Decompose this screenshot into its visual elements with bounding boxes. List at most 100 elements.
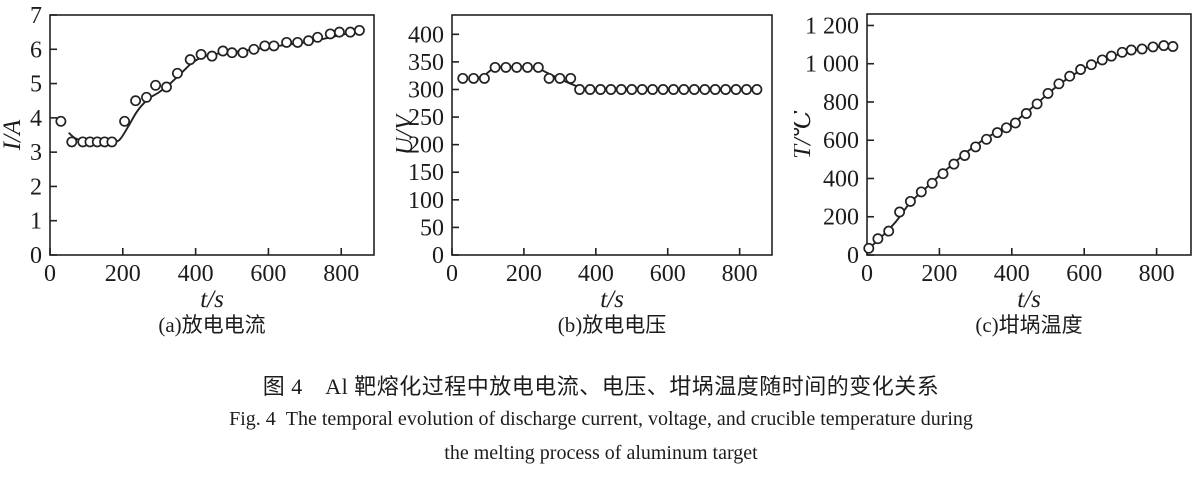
y-tick-label: 0 xyxy=(847,243,859,269)
data-point xyxy=(195,48,207,60)
data-point xyxy=(206,50,218,62)
x-tick-label: 200 xyxy=(506,261,542,287)
data-point xyxy=(292,36,304,48)
data-point xyxy=(106,136,118,148)
y-tick-label: 200 xyxy=(408,133,444,159)
data-point xyxy=(511,61,523,73)
x-tick-label: 400 xyxy=(578,261,614,287)
data-point xyxy=(584,84,596,95)
data-point xyxy=(150,79,162,91)
data-point xyxy=(1031,98,1043,110)
x-tick-label: 800 xyxy=(1139,261,1175,287)
data-point xyxy=(248,43,260,55)
data-point xyxy=(894,206,906,218)
data-point xyxy=(872,233,884,245)
data-point xyxy=(565,72,577,84)
y-tick-label: 150 xyxy=(408,160,444,186)
data-point xyxy=(55,115,67,127)
data-point xyxy=(605,84,617,95)
y-tick-label: 1 000 xyxy=(805,52,859,78)
data-point xyxy=(915,186,927,198)
y-tick-label: 6 xyxy=(30,37,42,63)
y-tick-label: 2 xyxy=(30,174,42,200)
data-point xyxy=(119,115,131,127)
data-point xyxy=(1105,50,1117,62)
x-tick-label: 400 xyxy=(178,261,214,287)
data-point xyxy=(141,91,152,103)
caption-english-line2: the melting process of aluminum target xyxy=(444,442,758,464)
data-point xyxy=(226,47,238,59)
caption-chinese: 图 4 Al 靶熔化过程中放电电流、电压、坩埚温度随时间的变化关系 xyxy=(262,374,940,399)
data-point xyxy=(688,84,700,95)
data-point xyxy=(468,72,480,84)
figure-caption: 图 4 Al 靶熔化过程中放电电流、电压、坩埚温度随时间的变化关系 Fig. 4… xyxy=(0,371,1202,470)
data-point xyxy=(863,242,875,254)
data-point xyxy=(457,72,469,84)
y-tick-label: 600 xyxy=(823,128,859,154)
data-point xyxy=(741,84,752,95)
data-point xyxy=(130,95,142,107)
data-point xyxy=(500,61,512,73)
y-tick-label: 200 xyxy=(823,205,859,231)
data-point xyxy=(1075,64,1087,75)
data-point xyxy=(303,35,314,47)
data-point xyxy=(281,36,293,48)
data-point xyxy=(353,24,365,36)
fit-line xyxy=(866,44,1174,252)
y-tick-label: 50 xyxy=(420,215,444,241)
data-point xyxy=(543,72,555,84)
y-axis-label: T/℃ xyxy=(794,110,816,159)
data-point xyxy=(1009,117,1021,129)
y-tick-label: 400 xyxy=(408,22,444,48)
fit-line xyxy=(68,30,361,143)
chart-sublabel: (b)放电电压 xyxy=(558,313,667,337)
x-tick-label: 200 xyxy=(921,261,957,287)
y-tick-label: 100 xyxy=(408,188,444,214)
x-tick-label: 600 xyxy=(250,261,286,287)
data-point xyxy=(959,150,971,161)
plot-box xyxy=(49,14,375,256)
data-point xyxy=(904,195,916,207)
data-point xyxy=(171,67,183,79)
data-point xyxy=(1147,41,1159,53)
data-point xyxy=(981,133,992,145)
data-point xyxy=(1125,44,1137,56)
data-point xyxy=(217,45,229,57)
x-tick-label: 600 xyxy=(650,261,686,287)
data-point xyxy=(1053,78,1065,90)
data-point xyxy=(554,72,566,84)
data-point xyxy=(259,40,271,52)
data-point xyxy=(730,84,742,95)
data-point xyxy=(312,31,324,43)
data-point xyxy=(184,54,196,66)
y-tick-label: 300 xyxy=(408,77,444,103)
data-point xyxy=(720,84,732,95)
data-point xyxy=(237,47,249,59)
data-point xyxy=(626,84,638,95)
data-point xyxy=(948,158,960,170)
plot-box xyxy=(866,13,1192,256)
y-tick-label: 5 xyxy=(30,72,42,98)
data-point xyxy=(1167,41,1179,52)
data-point xyxy=(1136,43,1148,55)
x-axis-label: t/s xyxy=(200,286,224,313)
y-tick-label: 350 xyxy=(408,50,444,76)
x-axis-label: t/s xyxy=(1017,286,1041,313)
data-point xyxy=(636,84,648,95)
y-tick-label: 1 200 xyxy=(805,13,859,39)
y-tick-label: 1 xyxy=(30,209,42,235)
chart-sublabel: (a)放电电流 xyxy=(158,313,265,337)
data-point xyxy=(1116,46,1128,58)
data-point xyxy=(615,84,627,95)
data-point xyxy=(1085,59,1097,71)
data-point xyxy=(333,26,345,38)
y-axis-label: U/V xyxy=(396,112,418,155)
data-point xyxy=(709,84,721,95)
data-point xyxy=(1064,70,1076,82)
x-tick-label: 800 xyxy=(323,261,359,287)
data-point xyxy=(489,61,501,73)
data-point xyxy=(699,84,711,95)
data-point xyxy=(937,168,949,180)
